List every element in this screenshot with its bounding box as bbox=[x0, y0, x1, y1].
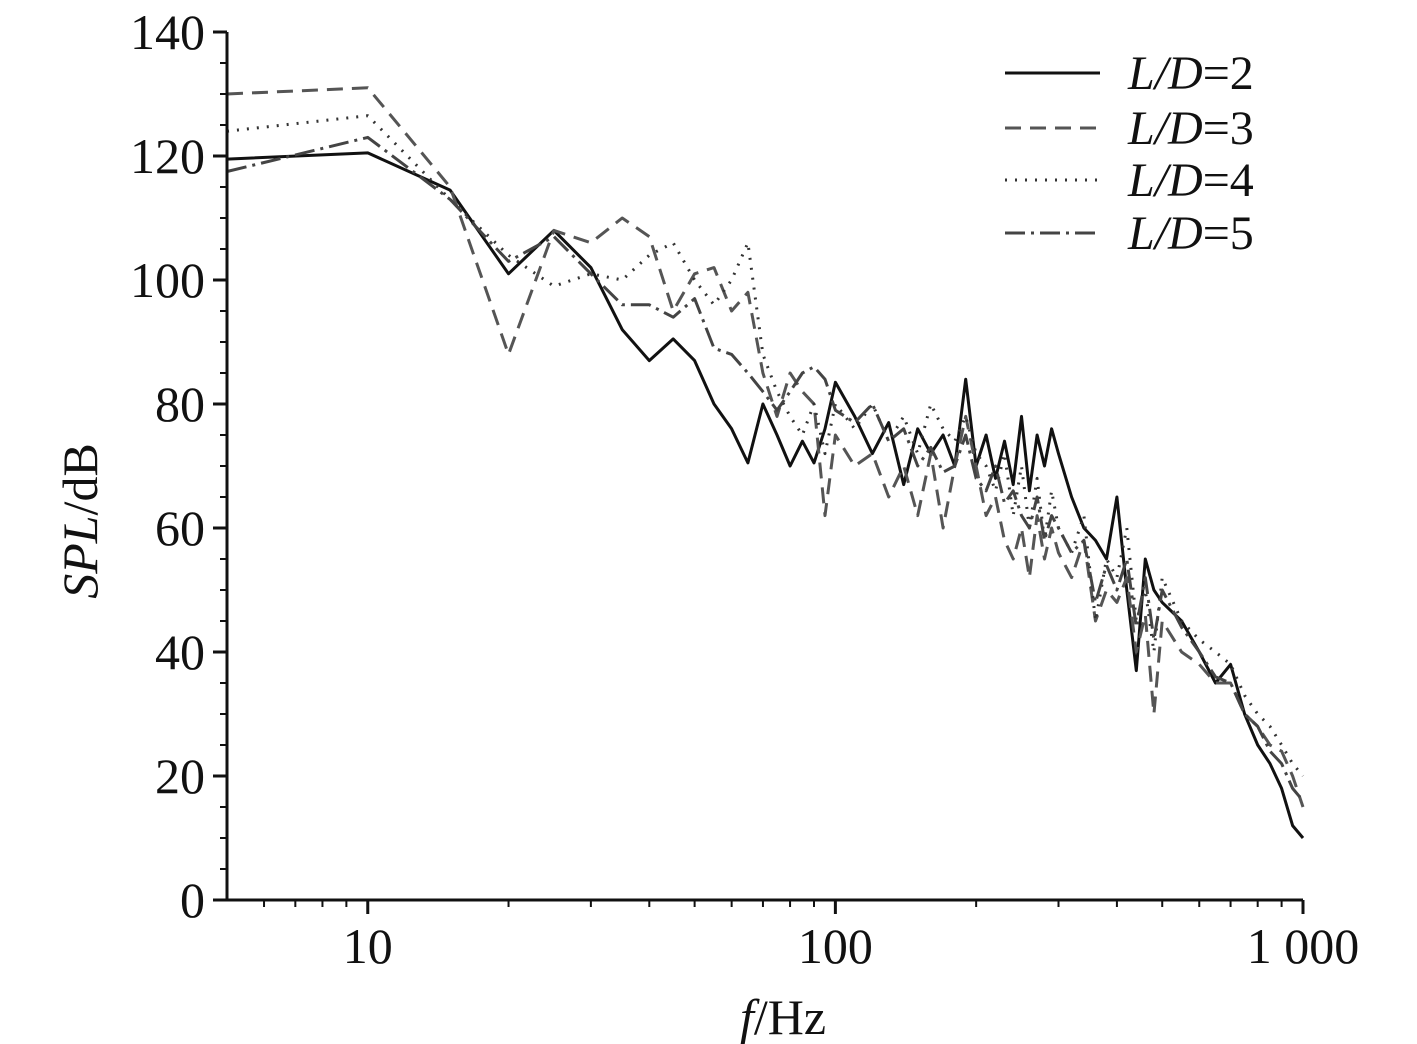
series-line-ld4 bbox=[226, 114, 1305, 777]
series-line-ld3 bbox=[226, 86, 1305, 808]
x-tick-label: 100 bbox=[798, 918, 873, 974]
legend-label-ld2: L/D=2 bbox=[1127, 47, 1254, 100]
series-layer bbox=[226, 86, 1305, 839]
axes-layer: 0 20 40 60 80 100 120 140 10 100 1 000 bbox=[130, 4, 1359, 974]
y-tick-label: 40 bbox=[155, 624, 205, 680]
legend-label-ld4: L/D=4 bbox=[1127, 154, 1254, 207]
series-line-ld2 bbox=[226, 151, 1305, 839]
legend: L/D=2L/D=3L/D=4L/D=5 bbox=[1005, 47, 1254, 260]
y-tick-label: 20 bbox=[155, 748, 205, 804]
series-line-ld5 bbox=[226, 135, 1305, 802]
y-tick-label: 120 bbox=[130, 128, 205, 184]
x-axis-label: f/Hz bbox=[740, 989, 826, 1044]
y-axis-label: SPL/dB bbox=[52, 443, 108, 599]
x-tick-label: 10 bbox=[343, 918, 393, 974]
y-tick-label: 80 bbox=[155, 376, 205, 432]
y-tick-label: 0 bbox=[180, 872, 205, 928]
y-tick-label: 60 bbox=[155, 500, 205, 556]
x-tick-label: 1 000 bbox=[1247, 918, 1360, 974]
legend-label-ld5: L/D=5 bbox=[1127, 207, 1254, 260]
y-tick-label: 140 bbox=[130, 4, 205, 60]
y-tick-label: 100 bbox=[130, 252, 205, 308]
legend-label-ld3: L/D=3 bbox=[1127, 102, 1254, 155]
